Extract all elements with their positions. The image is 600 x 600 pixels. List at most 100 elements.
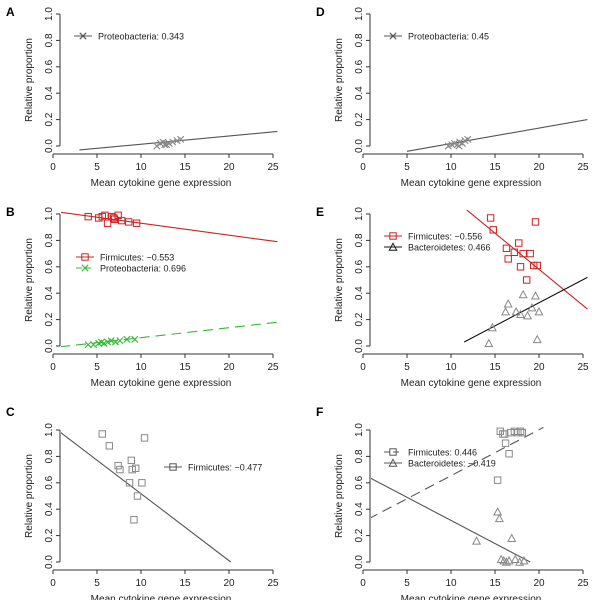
panel-e-firmicutes-point — [516, 263, 525, 271]
panel-a-x-tick-label: 10 — [135, 162, 147, 173]
panel-c-legend-marker — [169, 463, 177, 471]
panel-c-x-tick-label: 25 — [267, 578, 279, 589]
panel-b-x-tick-label: 20 — [223, 362, 235, 373]
panel-e-firmicutes-point — [489, 226, 497, 234]
panel-b-firmicutes-point — [84, 212, 92, 221]
panel-c-firmicutes-point — [114, 461, 122, 470]
panel-b-proteobacteria-point — [89, 341, 98, 349]
panel-f-x-tick-label: 25 — [577, 578, 589, 589]
panel-f-firmicutes-point — [496, 427, 504, 436]
panel-b-firmicutes-point — [124, 218, 133, 226]
panel-label-D: D — [316, 5, 325, 19]
panel-b-legend-marker — [81, 253, 89, 261]
panel-d-x-tick-label: 15 — [489, 162, 501, 173]
panel-e-x-tick-label: 5 — [404, 362, 410, 373]
panel-d-legend-marker — [389, 32, 397, 40]
panel-d-y-tick-label: 0.4 — [354, 86, 365, 100]
panel-b-y-tick-label: 0.8 — [44, 233, 55, 247]
panel-e-x-axis-title: Mean cytokine gene expression — [401, 378, 542, 389]
panel-f-firmicutes-point — [516, 427, 525, 436]
panel-b-firmicutes-point — [110, 214, 118, 222]
panel-b-firmicutes-point — [103, 219, 112, 227]
panel-d-x-tick-label: 10 — [445, 162, 457, 173]
panel-a-x-tick-label: 25 — [267, 162, 279, 173]
panel-e-y-tick-label: 1.0 — [354, 207, 365, 221]
panel-c-x-tick-label: 20 — [223, 578, 235, 589]
panel-e-legend-label: Bacteroidetes: 0.466 — [408, 243, 491, 253]
panel-e-bacteroidetes-point — [518, 289, 528, 299]
panel-c-x-tick-label: 10 — [135, 578, 147, 589]
panel-e-legend-marker — [389, 232, 397, 240]
panel-a-proteobacteria-point — [169, 138, 177, 146]
panel-a-legend-label: Proteobacteria: 0.343 — [98, 32, 184, 42]
panel-f-firmicutes-point — [493, 476, 502, 484]
panel-a-proteobacteria-point — [153, 142, 161, 150]
panel-e-x-tick-label: 20 — [533, 362, 545, 373]
panel-c-firmicutes-point — [105, 442, 114, 450]
panel-c-x-axis-title: Mean cytokine gene expression — [91, 594, 232, 600]
panel-c-firmicutes-point — [116, 465, 124, 474]
panel-c-y-tick-label: 1.0 — [44, 423, 55, 437]
panel-e-y-tick-label: 0.6 — [354, 259, 365, 273]
panel-b-y-tick-label: 1.0 — [44, 207, 55, 221]
panel-f-bacteroidetes-point — [510, 554, 520, 564]
panel-b-x-tick-label: 15 — [179, 362, 191, 373]
panel-f-bacteroidetes-point — [493, 507, 503, 516]
panel-b-proteobacteria-point — [123, 335, 131, 343]
panel-e-y-axis-title: Relative proportion — [334, 238, 345, 322]
panel-d-proteobacteria-point — [464, 135, 472, 143]
panel-c-y-tick-label: 0.0 — [44, 555, 55, 569]
panel-a-legend-marker — [79, 32, 87, 40]
panel-a-proteobacteria-point — [177, 135, 185, 143]
panel-a-y-tick-label: 0.4 — [44, 86, 55, 100]
panel-e-firmicutes-point — [486, 214, 495, 222]
panel-c-y-tick-label: 0.4 — [44, 502, 55, 516]
panel-d-proteobacteria-fit-line — [406, 119, 588, 152]
panel-e-bacteroidetes-point — [530, 291, 541, 300]
panel-b-legend-label: Proteobacteria: 0.696 — [100, 264, 186, 274]
panel-f-firmicutes-point — [514, 428, 522, 437]
panel-b-x-tick-label: 0 — [50, 362, 56, 373]
panel-b-firmicutes-point — [132, 219, 141, 227]
panel-a-y-tick-label: 1.0 — [44, 7, 55, 21]
panel-d-x-tick-label: 25 — [577, 162, 589, 173]
panel-c-firmicutes-point — [132, 464, 140, 472]
panel-e-x-tick-label: 10 — [445, 362, 457, 373]
panel-e-bacteroidetes-point — [511, 306, 521, 316]
panel-b-firmicutes-fit-line — [61, 211, 278, 243]
panel-f-x-tick-label: 10 — [445, 578, 457, 589]
panel-f-legend-label: Bacteroidetes: −0.419 — [408, 459, 496, 469]
panel-e-x-tick-label: 0 — [360, 362, 366, 373]
panel-b-y-tick-label: 0.2 — [44, 312, 55, 326]
panel-e-firmicutes-fit-line — [466, 210, 588, 310]
panel-b-proteobacteria-point — [107, 337, 115, 345]
panel-b-x-tick-label: 10 — [135, 362, 147, 373]
panel-c-firmicutes-point — [98, 430, 106, 438]
panel-b-y-tick-label: 0.6 — [44, 259, 55, 273]
panel-c-y-axis-title: Relative proportion — [24, 454, 35, 538]
panel-b-y-tick-label: 0.4 — [44, 286, 55, 300]
panel-f-firmicutes-point — [500, 430, 509, 438]
panel-f-y-tick-label: 0.2 — [354, 528, 365, 542]
panel-b-y-axis-title: Relative proportion — [24, 238, 35, 322]
panel-d-y-tick-label: 0.2 — [354, 112, 365, 126]
panel-label-C: C — [6, 405, 15, 419]
panel-f-legend-label: Firmicutes: 0.446 — [408, 448, 477, 458]
panel-b-firmicutes-point — [117, 216, 126, 225]
panel-e-x-tick-label: 25 — [577, 362, 589, 373]
panel-f-bacteroidetes-point — [519, 555, 529, 565]
panel-b-firmicutes-point — [101, 211, 109, 220]
panel-d-y-axis-title: Relative proportion — [334, 38, 345, 122]
panel-f-y-tick-label: 0.8 — [354, 449, 365, 463]
panel-e-legend-marker — [388, 242, 398, 251]
panel-b-x-tick-label: 5 — [94, 362, 100, 373]
panel-c-firmicutes-point — [130, 516, 138, 524]
panel-e-bacteroidetes-point — [527, 302, 537, 312]
panel-f-y-tick-label: 0.4 — [354, 502, 365, 516]
chart-panel-F: F 0.0 0.2 0.4 0.6 0.8 1.0 0 5 10 15 20 25 Mean cytok… — [316, 405, 589, 600]
panel-a-x-tick-label: 15 — [179, 162, 191, 173]
panel-a-y-tick-label: 0.8 — [44, 33, 55, 47]
panel-e-legend-label: Firmicutes: −0.556 — [408, 232, 482, 242]
panel-b-legend-marker — [81, 264, 89, 272]
panel-e-bacteroidetes-point — [501, 306, 511, 316]
